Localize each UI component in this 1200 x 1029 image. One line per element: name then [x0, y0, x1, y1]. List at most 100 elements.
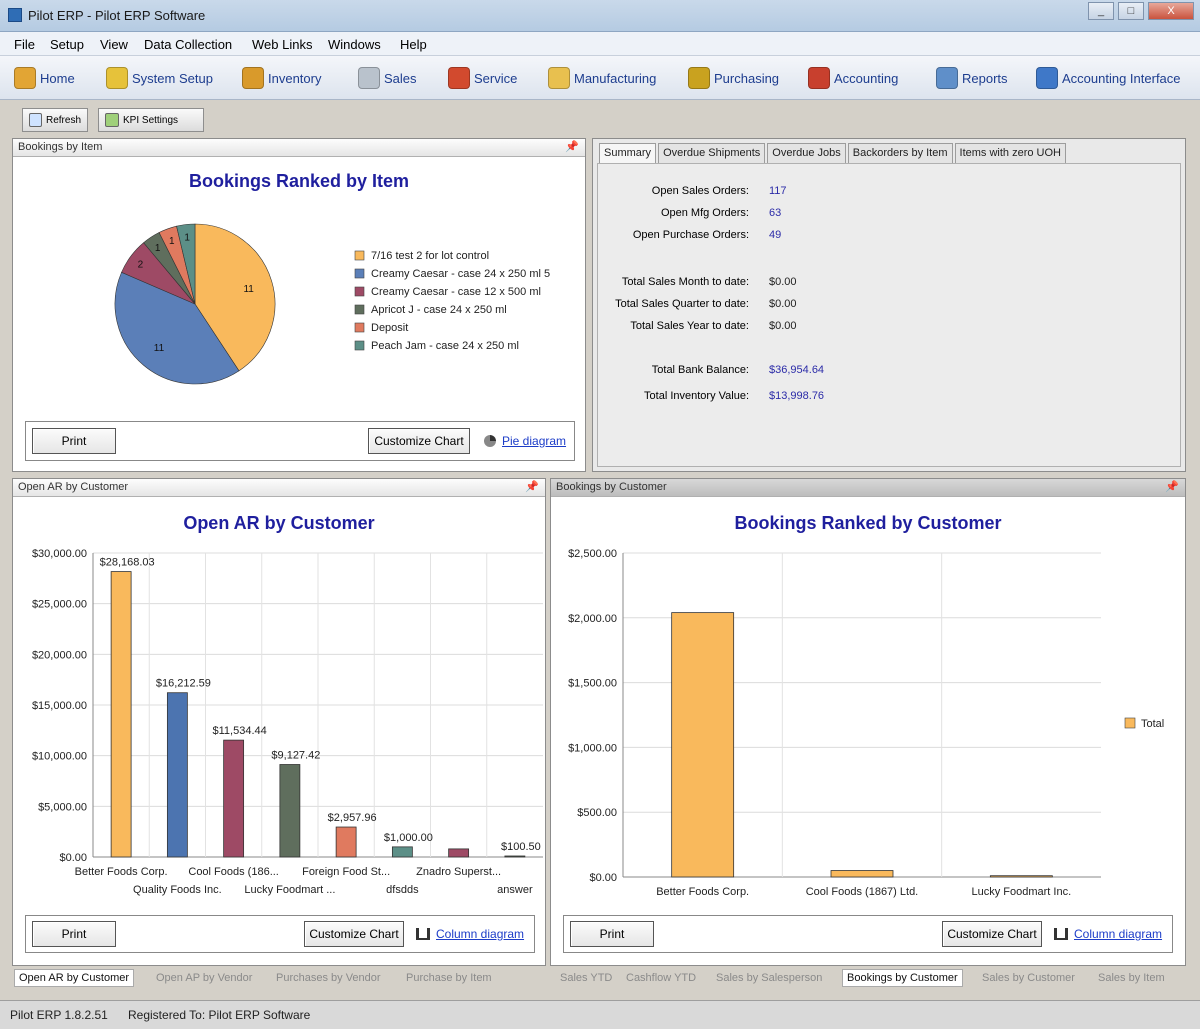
bottom-tab[interactable]: Open AP by Vendor [156, 972, 253, 984]
bottom-tab[interactable]: Sales by Item [1098, 972, 1165, 984]
kpi-settings-button[interactable]: KPI Settings [98, 108, 204, 132]
report-icon [936, 67, 958, 89]
pie-slice-label: 2 [138, 259, 144, 270]
print-button[interactable]: Print [32, 428, 116, 454]
toolbar-sales-button[interactable]: Sales [358, 64, 417, 92]
bottom-tab[interactable]: Purchases by Vendor [276, 972, 381, 984]
summary-label: Total Sales Month to date: [621, 276, 749, 288]
bar [989, 875, 1053, 878]
summary-label: Open Sales Orders: [651, 185, 749, 197]
toolbar-system-setup-button[interactable]: System Setup [106, 64, 213, 92]
toolbar-service-button[interactable]: Service [448, 64, 517, 92]
legend-swatch [354, 286, 365, 297]
toolbar-purchasing-button[interactable]: Purchasing [688, 64, 779, 92]
refresh-button[interactable]: Refresh [22, 108, 88, 132]
print-button[interactable]: Print [570, 921, 654, 947]
bar [166, 692, 188, 858]
summary-label: Total Inventory Value: [644, 390, 749, 402]
bottom-tab[interactable]: Sales by Salesperson [716, 972, 823, 984]
panel-header-label: Bookings by Customer [556, 481, 667, 493]
menu-windows[interactable]: Windows [328, 37, 381, 52]
y-tick-label: $1,000.00 [568, 742, 617, 754]
tab-items-zero-uoh[interactable]: Items with zero UOH [954, 143, 1066, 163]
customize-chart-button[interactable]: Customize Chart [304, 921, 404, 947]
bar [504, 855, 526, 858]
column-diagram-link[interactable]: Column diagram [1054, 927, 1162, 941]
menu-file[interactable]: File [14, 37, 35, 52]
toolbar-label: Accounting [834, 70, 899, 86]
chart-button-row: Print Customize Chart Pie diagram [25, 421, 575, 461]
chart-title: Bookings Ranked by Item [188, 171, 410, 191]
pie-slice-label: 1 [169, 236, 175, 247]
toolbar-inventory-button[interactable]: Inventory [242, 64, 321, 92]
bottom-tab[interactable]: Sales YTD [560, 972, 613, 984]
refresh-label: Refresh [45, 114, 81, 126]
tab-overdue-shipments[interactable]: Overdue Shipments [658, 143, 766, 163]
main-toolbar: Home System Setup Inventory Sales Service Man… [0, 56, 1200, 100]
kpi-settings-icon [105, 113, 119, 127]
tab-summary[interactable]: Summary [599, 143, 657, 163]
toolbar-accounting-interface-button[interactable]: Accounting Interface [1036, 64, 1181, 92]
summary-label: Open Purchase Orders: [632, 229, 749, 241]
x-tick-label: Lucky Foodmart ... [244, 884, 335, 896]
y-tick-label: $20,000.00 [32, 649, 87, 661]
customize-chart-button[interactable]: Customize Chart [368, 428, 470, 454]
toolbar-label: Reports [962, 70, 1008, 86]
pie-slice-label: 1 [155, 243, 161, 254]
chart-button-row: Print Customize Chart Column diagram [25, 915, 535, 953]
open-ar-bar-chart: $0.00 $5,000.00 $10,000.00 $15,000.00 $20,00… [32, 548, 543, 896]
bottom-tab[interactable]: Sales by Customer [982, 972, 1075, 984]
menu-setup[interactable]: Setup [50, 37, 84, 52]
menu-data-collection[interactable]: Data Collection [144, 37, 233, 52]
legend-label: 7/16 test 2 for lot control [371, 250, 489, 262]
x-tick-label: Quality Foods Inc. [133, 884, 222, 896]
toolbar-manufacturing-button[interactable]: Manufacturing [548, 64, 656, 92]
bottom-tab[interactable]: Purchase by Item [406, 972, 492, 984]
y-tick-label: $5,000.00 [38, 801, 87, 813]
maximize-button[interactable]: □ [1118, 2, 1144, 20]
y-tick-label: $0.00 [589, 872, 617, 884]
legend-label: Total [1141, 718, 1164, 730]
x-tick-label: Better Foods Corp. [75, 866, 168, 878]
tab-backorders-by-item[interactable]: Backorders by Item [847, 143, 953, 163]
bar [448, 848, 470, 858]
pin-icon[interactable]: 📌 [565, 141, 579, 153]
summary-label: Open Mfg Orders: [660, 207, 749, 219]
bottom-tab[interactable]: Cashflow YTD [626, 972, 697, 984]
x-tick-label: Foreign Food St... [302, 866, 390, 878]
menu-bar: File Setup View Data Collection Web Link… [0, 32, 1200, 56]
x-tick-label: dfsdds [386, 884, 419, 896]
summary-value: 63 [769, 207, 782, 219]
toolbar-label: Purchasing [714, 70, 780, 86]
legend-label: Deposit [371, 322, 408, 334]
menu-view[interactable]: View [100, 37, 128, 52]
pie-diagram-link[interactable]: Pie diagram [484, 434, 566, 448]
cart-icon [688, 67, 710, 89]
menu-web-links[interactable]: Web Links [252, 37, 313, 52]
column-diagram-link[interactable]: Column diagram [416, 927, 524, 941]
minimize-button[interactable]: _ [1088, 2, 1114, 20]
bottom-tab[interactable]: Bookings by Customer [842, 969, 963, 987]
close-button[interactable]: X [1148, 2, 1194, 20]
print-button[interactable]: Print [32, 921, 116, 947]
x-tick-label: answer [497, 884, 533, 896]
legend-swatch [354, 340, 365, 351]
summary-value: 49 [769, 229, 782, 241]
menu-help[interactable]: Help [400, 37, 427, 52]
summary-tabs: Summary Overdue Shipments Overdue Jobs B… [599, 143, 1068, 163]
legend-label: Creamy Caesar - case 12 x 500 ml [371, 286, 541, 298]
pin-icon[interactable]: 📌 [1165, 481, 1179, 493]
customize-chart-button[interactable]: Customize Chart [942, 921, 1042, 947]
bottom-tab[interactable]: Open AR by Customer [14, 969, 135, 987]
toolbar-label: System Setup [132, 70, 213, 86]
y-tick-label: $25,000.00 [32, 599, 87, 611]
kpi-settings-label: KPI Settings [123, 114, 179, 126]
toolbar-accounting-button[interactable]: Accounting [808, 64, 898, 92]
toolbar-home-button[interactable]: Home [14, 64, 75, 92]
pin-icon[interactable]: 📌 [525, 481, 539, 493]
y-tick-label: $2,000.00 [568, 613, 617, 625]
tab-overdue-jobs[interactable]: Overdue Jobs [767, 143, 846, 163]
summary-label: Total Sales Year to date: [630, 320, 749, 332]
toolbar-reports-button[interactable]: Reports [936, 64, 1008, 92]
bar [830, 870, 894, 878]
